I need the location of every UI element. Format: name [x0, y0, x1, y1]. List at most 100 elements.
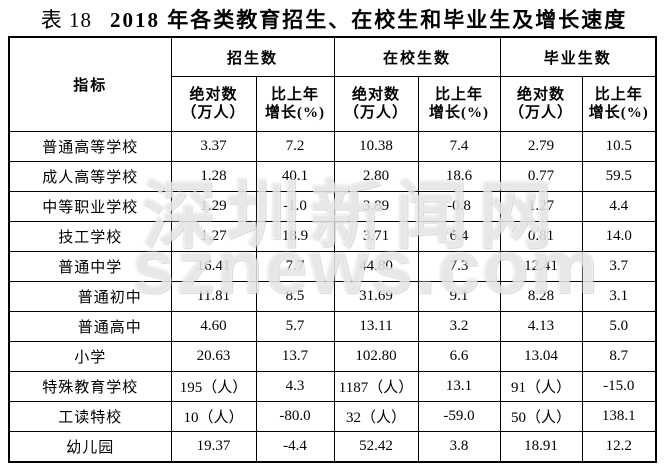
data-cell: 91（人） — [499, 371, 583, 402]
data-cell: 138.1 — [581, 401, 657, 432]
education-stats-table: 指标 招生数 在校生数 毕业生数 绝对数 （万人） 比上年增长(%) 绝对数 （万人… — [8, 36, 658, 463]
data-cell: -4.4 — [255, 431, 335, 463]
table-row: 技工学校 1.27 18.9 3.71 6.4 0.81 14.0 — [8, 221, 657, 252]
table-row: 普通中学 16.41 7.7 44.80 7.3 12.41 3.7 — [8, 251, 657, 282]
subheader-enrollment-growth: 比上年 增长(%) — [255, 76, 335, 132]
table-row: 中等职业学校 1.29 -1.0 3.89 -0.8 1.27 4.4 — [8, 191, 657, 222]
data-cell: 1.27 — [499, 191, 583, 222]
row-label: 普通高等学校 — [8, 131, 172, 162]
data-cell: 13.1 — [417, 371, 501, 402]
data-cell: -80.0 — [255, 401, 335, 432]
data-cell: 3.71 — [333, 221, 419, 252]
data-cell: 7.2 — [255, 131, 335, 162]
data-cell: 18.9 — [255, 221, 335, 252]
row-label: 成人高等学校 — [8, 161, 172, 192]
row-label: 普通高中 — [8, 311, 172, 342]
data-cell: 4.13 — [499, 311, 583, 342]
page-title: 2018 年各类教育招生、在校生和毕业生及增长速度 — [110, 8, 628, 32]
table-row: 普通高中 4.60 5.7 13.11 3.2 4.13 5.0 — [8, 311, 657, 342]
table-row: 小学 20.63 13.7 102.80 6.6 13.04 8.7 — [8, 341, 657, 372]
subheader-enrollment-absolute: 绝对数 （万人） — [170, 76, 257, 132]
row-label: 工读特校 — [8, 401, 172, 432]
subheader-line: 增长(%) — [429, 105, 490, 121]
subheader-students-absolute: 绝对数 （万人） — [333, 76, 419, 132]
data-cell: 59.5 — [581, 161, 657, 192]
data-cell: -1.0 — [255, 191, 335, 222]
row-label: 幼儿园 — [8, 431, 172, 463]
data-cell: 3.2 — [417, 311, 501, 342]
data-cell: -0.8 — [417, 191, 501, 222]
data-cell: 12.2 — [581, 431, 657, 463]
data-cell: 0.81 — [499, 221, 583, 252]
data-cell: 14.0 — [581, 221, 657, 252]
data-cell: 7.3 — [417, 251, 501, 282]
subheader-line: 绝对数 — [517, 87, 566, 103]
data-cell: 5.7 — [255, 311, 335, 342]
data-cell: 195（人） — [170, 371, 257, 402]
subheader-line: 增长(%) — [265, 105, 325, 121]
data-cell: 40.1 — [255, 161, 335, 192]
data-cell: 10.5 — [581, 131, 657, 162]
data-cell: 9.1 — [417, 281, 501, 312]
data-cell: 0.77 — [499, 161, 583, 192]
data-cell: 3.1 — [581, 281, 657, 312]
subheader-graduates-growth: 比上年增长(%) — [581, 76, 657, 132]
header-indicator: 指标 — [8, 36, 172, 132]
subheader-line: （万人） — [344, 105, 409, 121]
data-cell: -15.0 — [581, 371, 657, 402]
data-cell: 3.7 — [581, 251, 657, 282]
data-cell: 5.0 — [581, 311, 657, 342]
row-label: 普通初中 — [8, 281, 172, 312]
subheader-line: （万人） — [181, 105, 246, 121]
row-label: 中等职业学校 — [8, 191, 172, 222]
data-cell: 31.69 — [333, 281, 419, 312]
data-cell: 10（人） — [170, 401, 257, 432]
subheader-graduates-absolute: 绝对数 （万人） — [499, 76, 583, 132]
data-cell: 18.91 — [499, 431, 583, 463]
row-label: 特殊教育学校 — [8, 371, 172, 402]
data-cell: 8.28 — [499, 281, 583, 312]
data-cell: 7.7 — [255, 251, 335, 282]
data-cell: 102.80 — [333, 341, 419, 372]
data-cell: 6.4 — [417, 221, 501, 252]
data-cell: 13.7 — [255, 341, 335, 372]
subheader-line: 增长(%) — [588, 105, 649, 121]
data-cell: 2.80 — [333, 161, 419, 192]
subheader-students-growth: 比上年增长(%) — [417, 76, 501, 132]
data-cell: 1.28 — [170, 161, 257, 192]
header-row-subcolumns: 绝对数 （万人） 比上年 增长(%) 绝对数 （万人） 比上年 增长(%) 绝对数 （万人… — [9, 76, 657, 132]
data-cell: 3.89 — [333, 191, 419, 222]
data-cell: 1187（人） — [333, 371, 419, 402]
data-cell: 44.80 — [333, 251, 419, 282]
data-cell: 13.04 — [499, 341, 583, 372]
data-cell: 16.41 — [170, 251, 257, 282]
data-cell: 4.3 — [255, 371, 335, 402]
data-cell: 19.37 — [170, 431, 257, 463]
data-cell: 8.7 — [581, 341, 657, 372]
header-group-current-students: 在校生数 — [333, 36, 501, 77]
data-cell: 50（人） — [499, 401, 583, 432]
data-cell: 12.41 — [499, 251, 583, 282]
row-label: 小学 — [8, 341, 172, 372]
data-cell: 10.38 — [333, 131, 419, 162]
data-cell: 1.27 — [170, 221, 257, 252]
table-row: 成人高等学校 1.28 40.1 2.80 18.6 0.77 59.5 — [8, 161, 657, 192]
subheader-line: 比上年 — [435, 87, 484, 103]
data-cell: 6.6 — [417, 341, 501, 372]
data-cell: 13.11 — [333, 311, 419, 342]
table-caption: 表 18 2018 年各类教育招生、在校生和毕业生及增长速度 — [0, 5, 668, 35]
row-label: 普通中学 — [8, 251, 172, 282]
data-cell: 18.6 — [417, 161, 501, 192]
data-cell: 11.81 — [170, 281, 257, 312]
header-row-groups: 指标 招生数 在校生数 毕业生数 — [8, 36, 657, 132]
header-group-graduates: 毕业生数 — [499, 36, 657, 77]
data-cell: 2.79 — [499, 131, 583, 162]
header-group-enrollment: 招生数 — [170, 36, 335, 77]
data-cell: -59.0 — [417, 401, 501, 432]
subheader-line: 绝对数 — [352, 87, 401, 103]
data-cell: 32（人） — [333, 401, 419, 432]
subheader-line: 绝对数 — [189, 87, 238, 103]
table-number: 表 18 — [40, 8, 92, 32]
data-cell: 1.29 — [170, 191, 257, 222]
subheader-line: 比上年 — [594, 87, 643, 103]
